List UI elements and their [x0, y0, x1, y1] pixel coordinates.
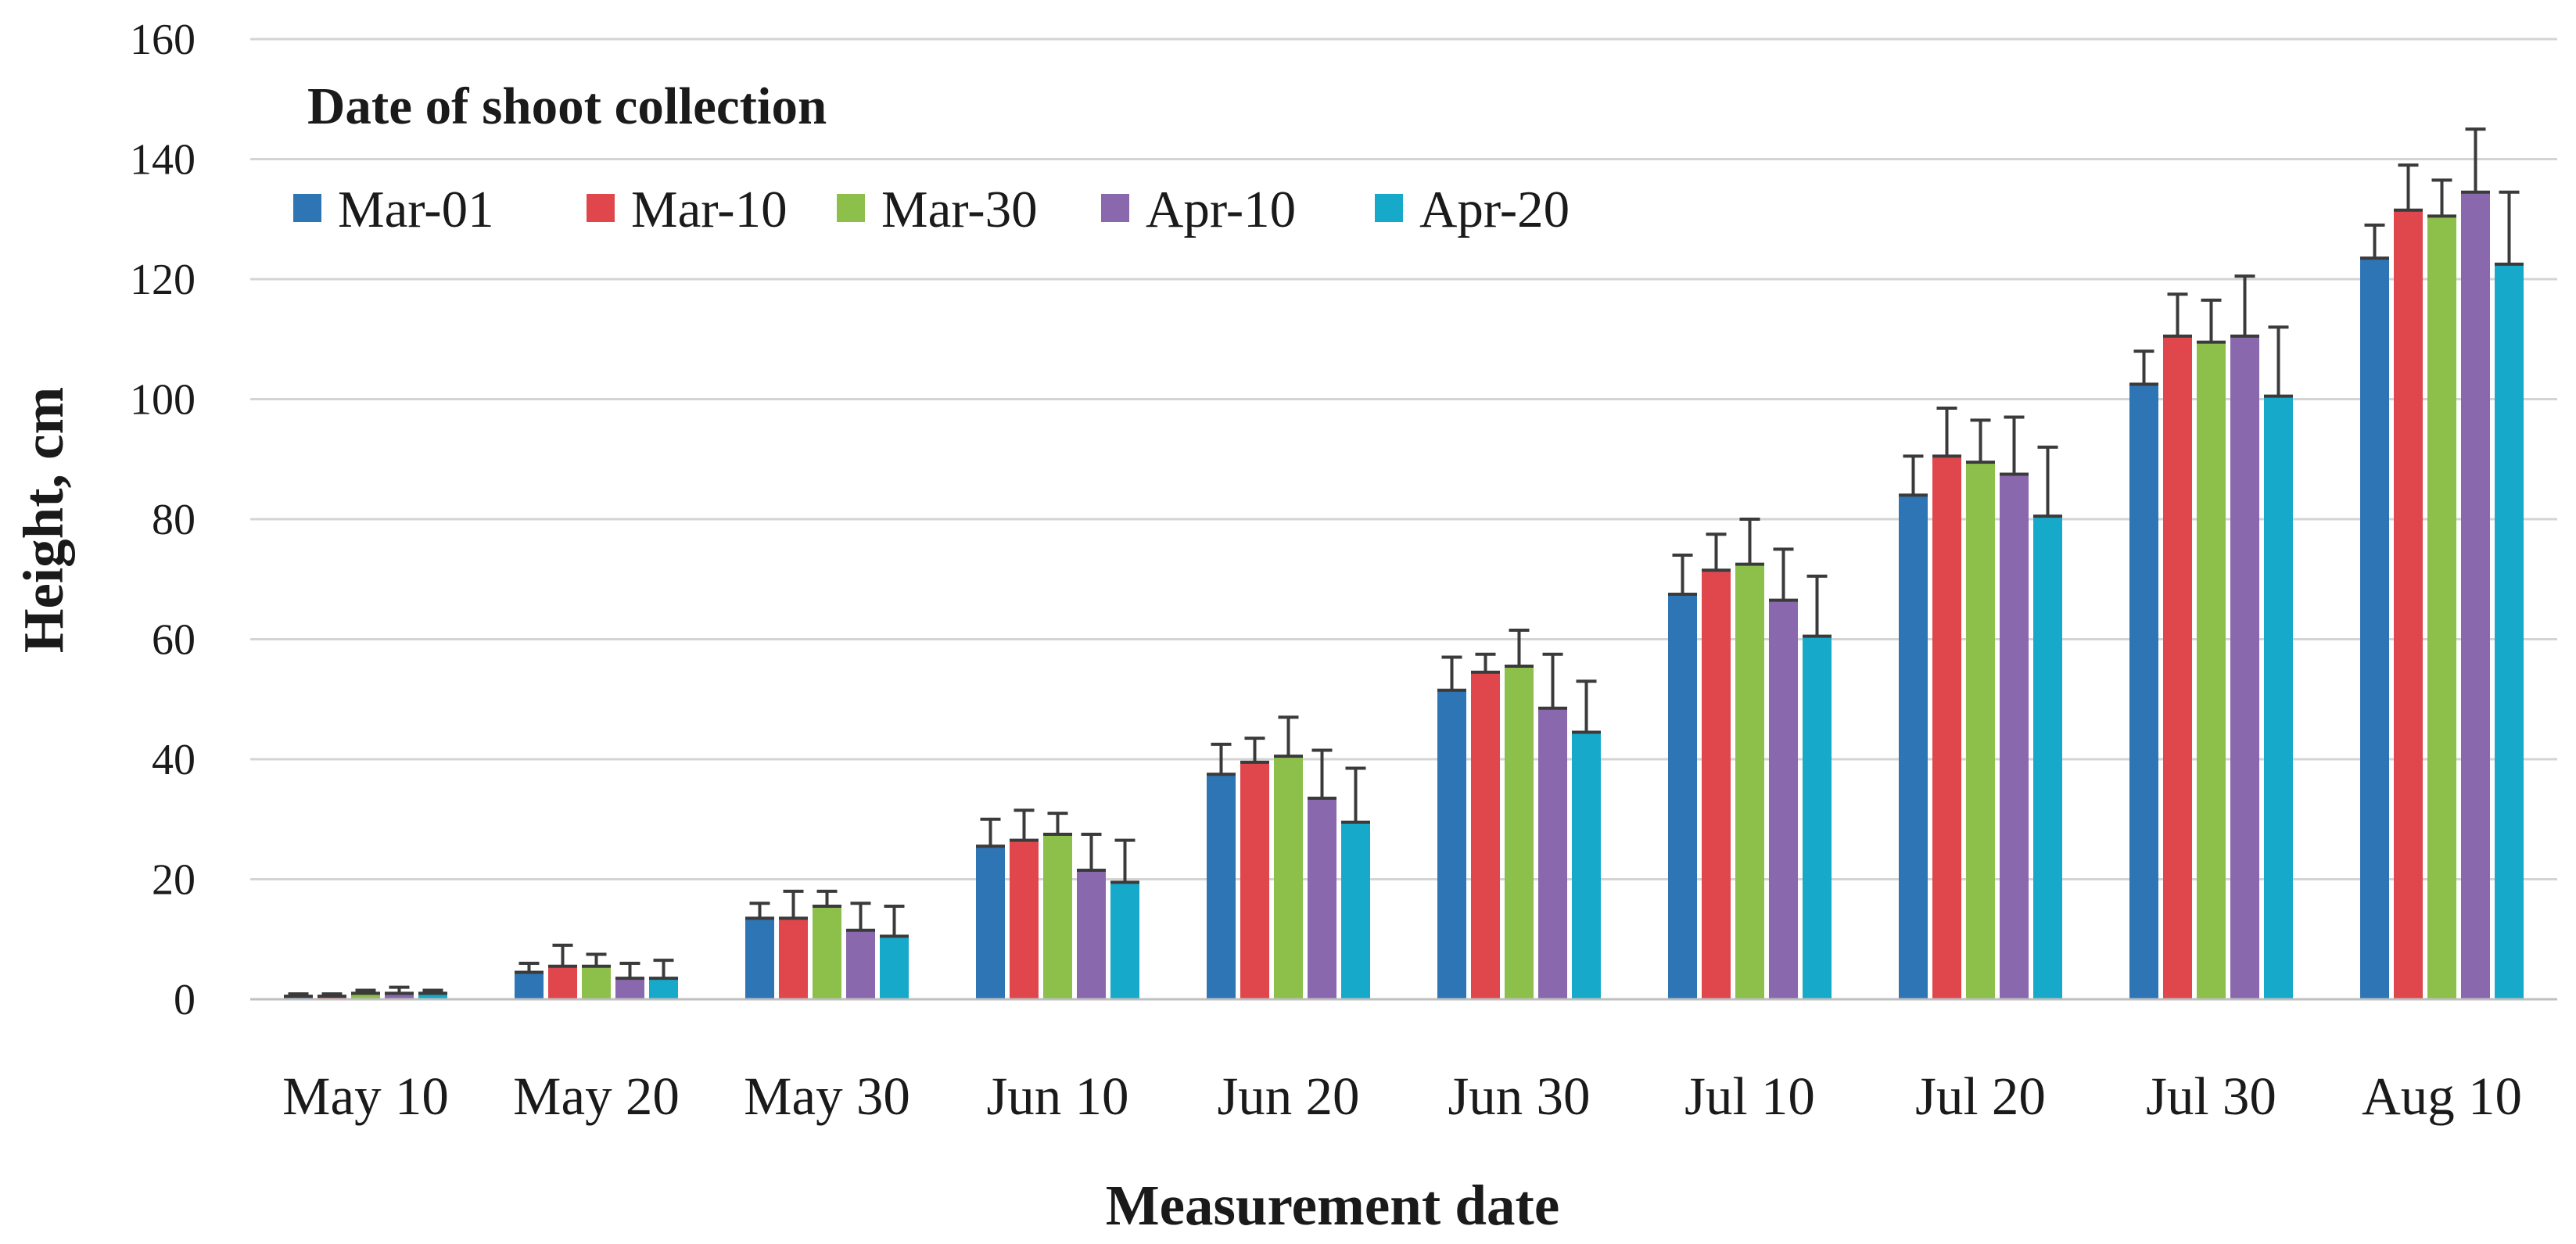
bar: [649, 978, 678, 999]
bar: [2197, 342, 2226, 999]
y-tick-label: 80: [152, 496, 196, 544]
y-tick-label: 40: [152, 736, 196, 784]
bar: [1538, 708, 1567, 999]
bar: [1966, 462, 1995, 999]
bar: [1702, 570, 1731, 999]
x-tick-label: Jun 30: [1448, 1067, 1590, 1126]
bar: [1077, 869, 1106, 999]
y-tick-label: 20: [152, 856, 196, 905]
y-axis-title: Height, cm: [12, 387, 75, 654]
y-tick-label: 140: [130, 136, 196, 185]
bar: [1010, 840, 1039, 999]
bar: [1110, 882, 1139, 999]
x-tick-label: Aug 10: [2362, 1067, 2522, 1126]
legend-label: Mar-01: [338, 181, 494, 238]
bar: [385, 993, 414, 999]
x-axis-tick-labels: May 10 May 20 May 30 Jun 10 Jun 20 Jun 30 Jul …: [282, 1067, 2522, 1126]
bar: [1735, 564, 1764, 999]
bar: [418, 993, 447, 999]
legend-label: Mar-30: [881, 181, 1038, 238]
bar: [813, 906, 841, 999]
bar: [1803, 636, 1832, 999]
bar: [1207, 774, 1236, 999]
x-tick-label: May 10: [282, 1067, 449, 1126]
bar: [1899, 495, 1928, 999]
bar: [2129, 384, 2158, 999]
bar: [2264, 396, 2293, 1000]
legend: Mar-01 Mar-10 Mar-30 Apr-10 Apr-20: [293, 181, 1570, 238]
gridlines: [250, 38, 2557, 880]
bar: [1572, 732, 1601, 999]
bar: [976, 846, 1005, 999]
y-tick-label: 120: [130, 256, 196, 304]
bar: [880, 936, 909, 999]
bar: [1471, 672, 1500, 999]
legend-label: Mar-10: [631, 181, 788, 238]
legend-label: Apr-10: [1146, 181, 1296, 238]
legend-swatch: [1375, 194, 1403, 222]
bar: [615, 978, 644, 999]
bar: [745, 918, 774, 999]
bar: [1240, 762, 1269, 999]
bar: [2394, 210, 2423, 999]
x-tick-label: May 30: [744, 1067, 910, 1126]
y-tick-label: 0: [174, 976, 196, 1024]
bar: [1437, 690, 1466, 999]
bar: [1043, 834, 1072, 999]
x-tick-label: Jun 20: [1217, 1067, 1359, 1126]
legend-swatch: [293, 194, 321, 222]
bar: [2360, 258, 2389, 999]
bar: [846, 930, 875, 999]
legend-title: Date of shoot collection: [307, 77, 827, 135]
bar: [1308, 798, 1336, 999]
legend-swatch: [587, 194, 615, 222]
error-bars: [284, 127, 2524, 998]
bar: [2461, 192, 2490, 999]
bar: [2033, 516, 2062, 999]
bar: [2230, 335, 2259, 1000]
bar: [1668, 593, 1697, 999]
x-tick-label: Jul 10: [1684, 1067, 1815, 1126]
bar: [351, 993, 380, 999]
bar: [2427, 216, 2456, 1000]
legend-swatch: [1101, 194, 1129, 222]
bar: [2000, 474, 2029, 999]
y-tick-label: 60: [152, 616, 196, 665]
bar: [515, 972, 544, 999]
y-tick-label: 100: [130, 376, 196, 425]
bar-series: [284, 192, 2524, 1000]
x-tick-label: May 20: [513, 1067, 680, 1126]
y-tick-label: 160: [130, 16, 196, 64]
legend-label: Apr-20: [1419, 181, 1570, 238]
bar: [1341, 822, 1370, 999]
x-tick-label: Jul 30: [2146, 1067, 2276, 1126]
x-tick-label: Jul 20: [1915, 1067, 2046, 1126]
y-axis-tick-labels: 0 20 40 60 80 100 120 140 160: [130, 16, 196, 1024]
legend-swatch: [837, 194, 865, 222]
bar: [1505, 666, 1534, 999]
bar: [1932, 456, 1961, 999]
bar: [582, 966, 611, 999]
bar: [1274, 756, 1303, 999]
bar: [548, 966, 577, 999]
bar: [779, 918, 808, 999]
bar: [2495, 263, 2524, 999]
x-tick-label: Jun 10: [986, 1067, 1128, 1126]
bar: [2163, 335, 2192, 1000]
bar: [1769, 600, 1798, 999]
x-axis-title: Measurement date: [1106, 1174, 1559, 1237]
